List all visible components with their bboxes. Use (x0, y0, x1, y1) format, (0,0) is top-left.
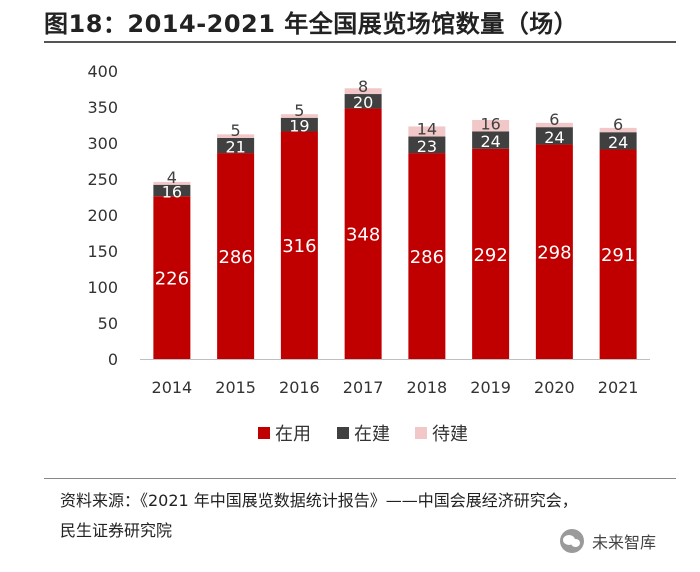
bar-in-use (217, 153, 255, 359)
bar-planned (472, 119, 510, 132)
bar-in-use (599, 149, 637, 359)
bar-in-use (153, 196, 191, 359)
bar-planned (599, 127, 637, 133)
y-tick-label: 150 (87, 242, 118, 261)
y-tick-label: 250 (87, 170, 118, 189)
bar-in-use (344, 108, 382, 359)
data-label: 226 (155, 269, 189, 290)
bar-under-construction (472, 131, 510, 149)
bar-planned (344, 88, 382, 95)
legend-swatch-in-use (258, 427, 270, 439)
y-tick-label: 100 (87, 278, 118, 297)
bar-planned (280, 114, 318, 118)
data-label: 4 (167, 168, 177, 187)
data-label: 24 (480, 132, 500, 151)
data-label: 6 (613, 115, 623, 134)
bar-planned (408, 126, 446, 137)
x-tick-label: 2015 (215, 378, 256, 397)
bar-in-use (472, 148, 510, 359)
data-label: 348 (346, 225, 380, 246)
watermark: 未来智库 (560, 526, 680, 556)
bar-under-construction (280, 117, 318, 132)
data-label: 286 (218, 247, 252, 268)
source-note: 资料来源：《2021 年中国展览数据统计报告》——中国会展经济研究会， 民生证券… (60, 486, 578, 546)
y-tick-label: 350 (87, 98, 118, 117)
stacked-bar-chart: 0501001502002503003504002261642014286215… (87, 62, 650, 445)
bar-under-construction (217, 137, 255, 154)
bar-in-use (280, 131, 318, 359)
x-tick-label: 2021 (598, 378, 639, 397)
data-label: 14 (417, 120, 437, 139)
title-divider (44, 41, 676, 43)
legend-label: 在用 (275, 424, 311, 445)
bar-under-construction (153, 184, 191, 197)
bar-planned (153, 181, 191, 185)
bar-in-use (535, 144, 573, 359)
x-tick-label: 2019 (470, 378, 511, 397)
data-label: 5 (294, 101, 304, 120)
data-label: 21 (225, 138, 245, 157)
bar-planned (535, 122, 573, 128)
data-label: 16 (162, 183, 182, 202)
data-label: 316 (282, 236, 316, 257)
x-tick-label: 2017 (343, 378, 384, 397)
x-tick-label: 2016 (279, 378, 320, 397)
data-label: 20 (353, 93, 373, 112)
data-label: 292 (473, 245, 507, 266)
data-label: 5 (231, 121, 241, 140)
data-label: 16 (480, 114, 500, 133)
data-label: 24 (608, 133, 628, 152)
legend-label: 待建 (432, 424, 468, 445)
data-label: 23 (417, 137, 437, 156)
data-label: 6 (549, 110, 559, 129)
bar-under-construction (408, 136, 446, 154)
data-label: 8 (358, 77, 368, 96)
data-label: 24 (544, 128, 564, 147)
y-tick-label: 400 (87, 62, 118, 81)
y-tick-label: 0 (108, 350, 118, 369)
data-label: 19 (289, 117, 309, 136)
y-tick-label: 50 (98, 314, 118, 333)
legend-swatch-under-construction (337, 427, 349, 439)
data-label: 291 (601, 245, 635, 266)
x-tick-label: 2014 (152, 378, 193, 397)
legend-label: 在建 (354, 424, 390, 445)
source-line-2: 民生证券研究院 (60, 521, 173, 540)
bar-under-construction (599, 132, 637, 150)
data-label: 286 (410, 247, 444, 268)
chart-title: 图18：2014-2021 年全国展览场馆数量（场） (44, 10, 579, 38)
y-tick-label: 300 (87, 134, 118, 153)
bar-under-construction (535, 127, 573, 145)
watermark-text: 未来智库 (592, 533, 657, 552)
source-line-1: 资料来源：《2021 年中国展览数据统计报告》——中国会展经济研究会， (60, 491, 578, 510)
data-label: 298 (537, 243, 571, 264)
x-tick-label: 2018 (407, 378, 448, 397)
y-tick-label: 200 (87, 206, 118, 225)
bar-planned (217, 134, 255, 138)
wechat-icon (560, 529, 584, 553)
legend-swatch-planned (415, 427, 427, 439)
bar-in-use (408, 153, 446, 359)
x-tick-label: 2020 (534, 378, 575, 397)
bar-under-construction (344, 94, 382, 109)
source-divider (44, 478, 676, 479)
